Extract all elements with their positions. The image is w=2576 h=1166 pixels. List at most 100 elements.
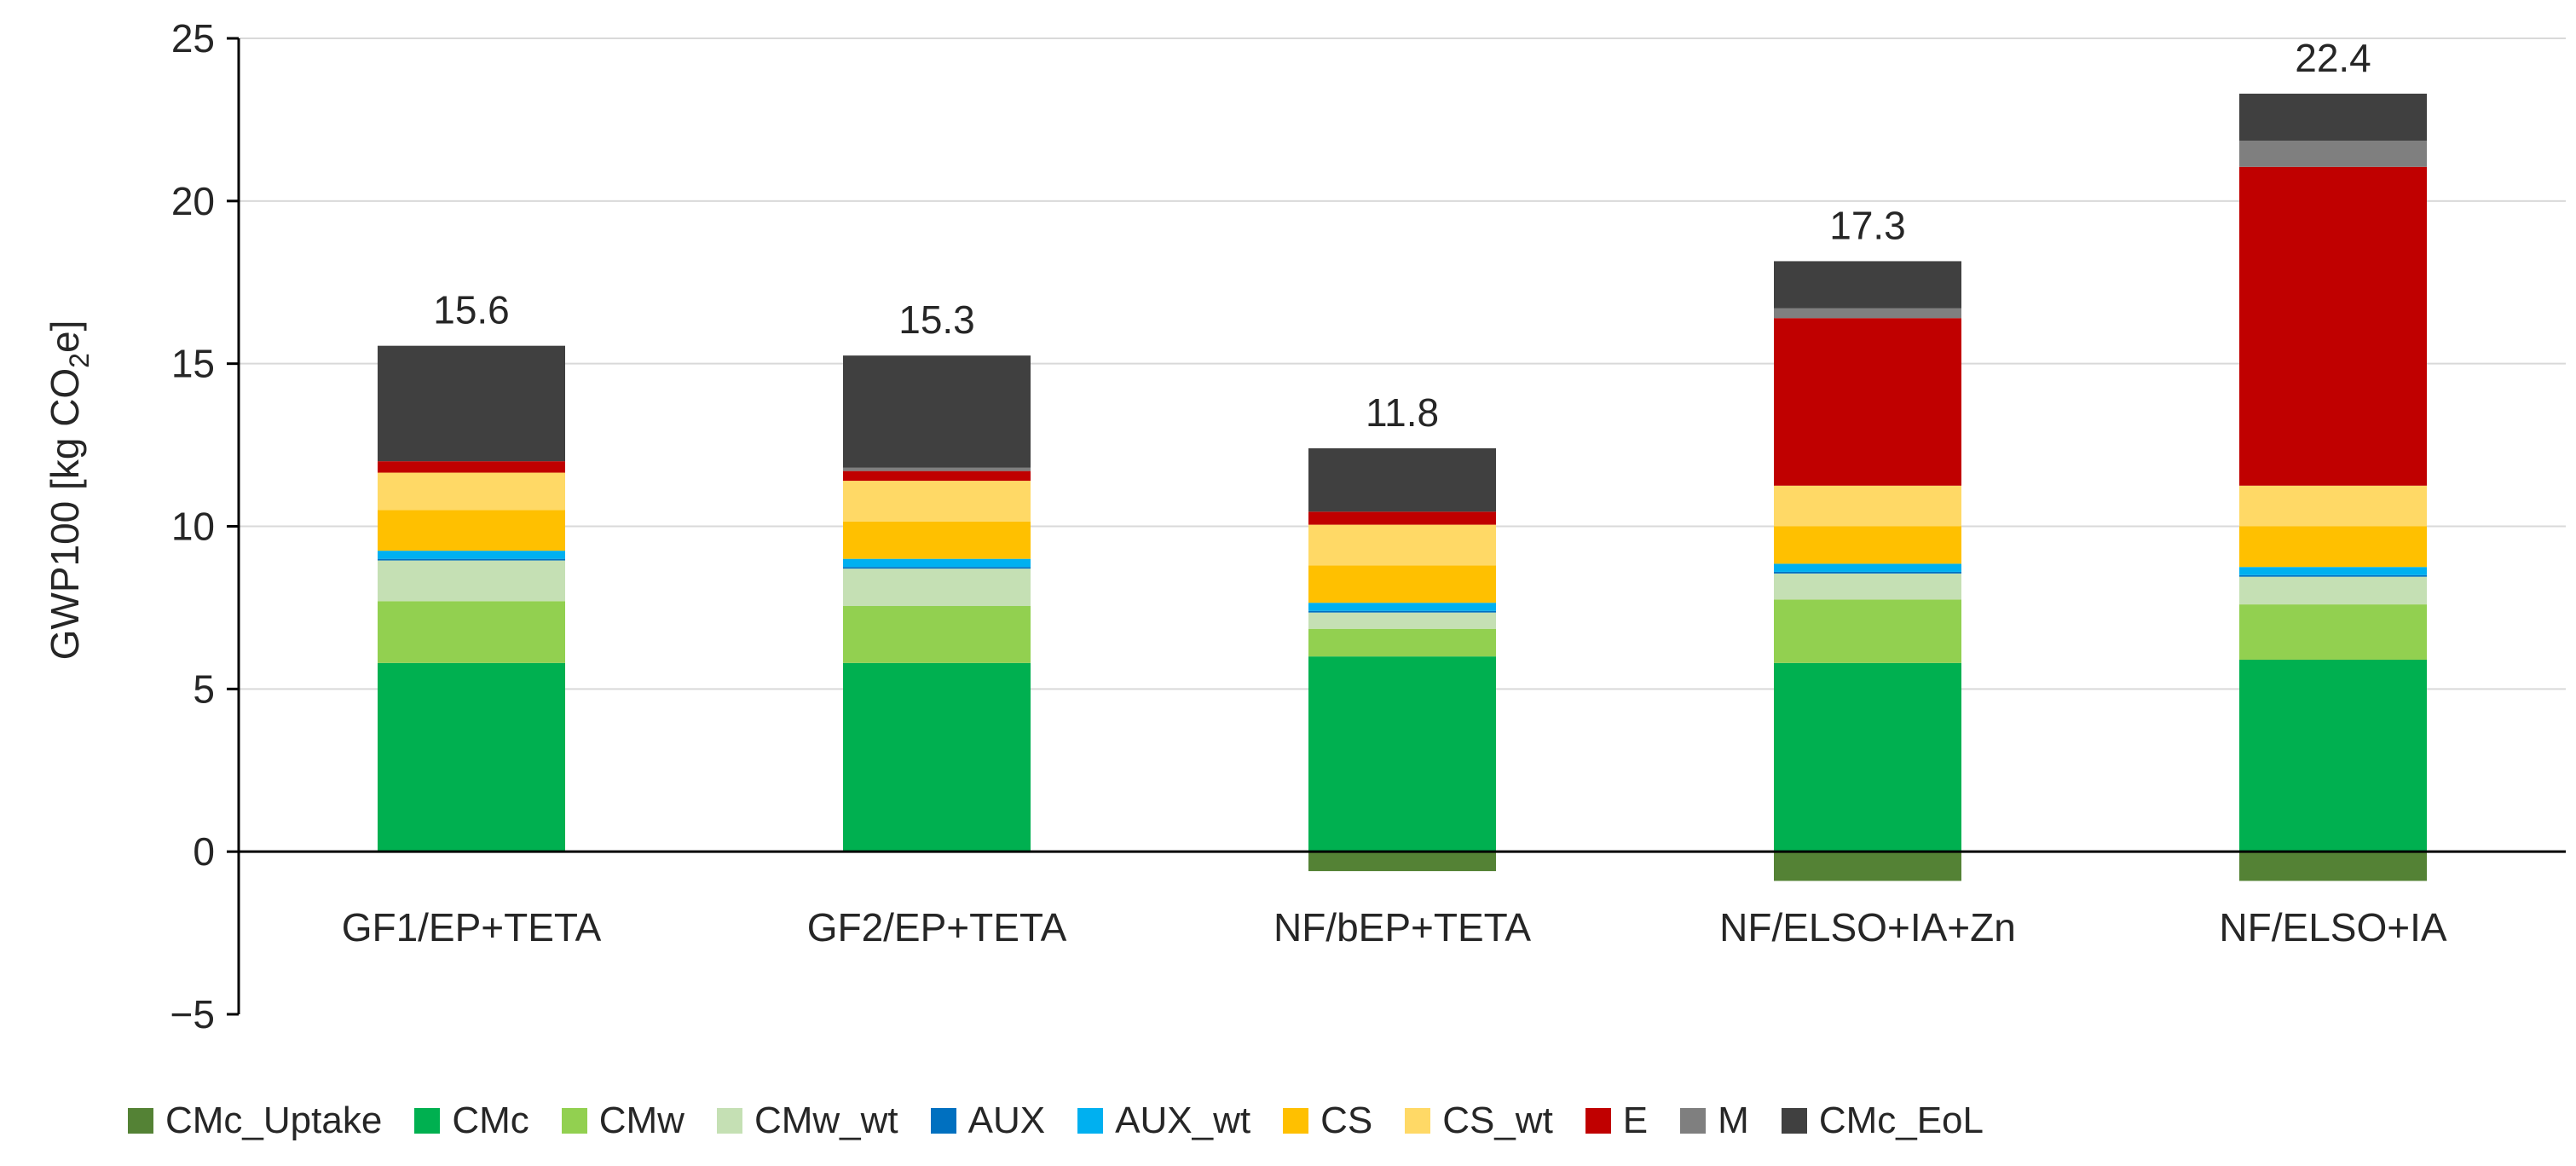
bar-segment-cmc-eol xyxy=(843,355,1031,468)
y-tick-label: 5 xyxy=(193,667,215,711)
bar-segment-aux xyxy=(843,567,1031,569)
bar-segment-cs xyxy=(1774,526,1961,564)
y-axis-label-main: GWP100 [kg CO xyxy=(43,368,87,661)
bar-segment-cmc-eol xyxy=(1774,261,1961,309)
category-labels: GF1/EP+TETA GF2/EP+TETA NF/bEP+TETA NF/ELSO… xyxy=(342,905,2447,950)
legend-item-cs: CS xyxy=(1283,1100,1372,1142)
legend-item-cs-wt: CS_wt xyxy=(1405,1100,1553,1142)
y-tick-labels: 25 20 15 10 5 0 −5 xyxy=(170,16,215,1036)
bar-segment-aux-wt xyxy=(378,551,565,559)
bar-segment-cs-wt xyxy=(2239,485,2427,527)
y-axis-label-subscript: 2 xyxy=(64,353,95,368)
legend-item-e: E xyxy=(1585,1100,1648,1142)
legend-label: M xyxy=(1718,1100,1749,1141)
category-label: NF/ELSO+IA+Zn xyxy=(1719,905,2016,950)
legend-swatch xyxy=(930,1108,956,1134)
legend-label: E xyxy=(1622,1100,1649,1141)
legend-item-cmw: CMw xyxy=(561,1100,684,1142)
bar-segment-m xyxy=(843,467,1031,471)
bar-segment-cmw xyxy=(1308,628,1496,657)
bar-segment-cmc xyxy=(843,662,1031,852)
bar-segment-cs xyxy=(1308,565,1496,603)
bar-segment-e xyxy=(1308,511,1496,525)
bar-segment-aux xyxy=(378,558,565,561)
legend: CMc_Uptake CMc CMw CMw_wt AUX AUX_wt CS CS_wt E M… xyxy=(128,1091,2498,1151)
bar-segment-cmw xyxy=(2239,604,2427,660)
bar-segment-cs xyxy=(378,510,565,551)
y-tick-label: 20 xyxy=(171,179,215,223)
bar-segment-cmw-wt xyxy=(1308,612,1496,629)
bar-segment-cmw xyxy=(1774,599,1961,663)
y-axis-label: GWP100 [kg CO2e] xyxy=(43,320,95,661)
bar-segment-cmw xyxy=(378,601,565,663)
bar-segment-cmc xyxy=(2239,659,2427,852)
bar-segment-cmc-eol xyxy=(1308,447,1496,512)
legend-swatch xyxy=(1585,1108,1611,1134)
legend-swatch xyxy=(1283,1108,1309,1134)
bar-segment-cmc xyxy=(1308,656,1496,852)
total-label: 22.4 xyxy=(2295,36,2371,80)
bar-segment-aux xyxy=(2239,574,2427,577)
legend-label: CS_wt xyxy=(1442,1100,1553,1141)
category-label: NF/bEP+TETA xyxy=(1274,905,1531,950)
legend-label: CMc_EoL xyxy=(1818,1100,1984,1141)
bar-segment-cs xyxy=(2239,526,2427,568)
y-tick-label: −5 xyxy=(170,992,215,1036)
category-label: GF2/EP+TETA xyxy=(807,905,1067,950)
bar-segment-cs-wt xyxy=(1308,524,1496,566)
y-axis-label-rest: e] xyxy=(43,320,87,353)
stacked-bar-chart: 25 20 15 10 5 0 −5 GF1/EP+TETA GF2/EP+TETA NF/bE… xyxy=(43,16,2566,1036)
total-label: 11.8 xyxy=(1366,390,1439,435)
total-label: 17.3 xyxy=(1829,203,1906,247)
bar-segment-cs xyxy=(843,521,1031,559)
total-label: 15.3 xyxy=(898,297,975,342)
legend-item-m: M xyxy=(1680,1100,1749,1142)
legend-item-cmc-eol: CMc_EoL xyxy=(1781,1100,1984,1142)
legend-swatch xyxy=(1781,1108,1807,1134)
category-label: GF1/EP+TETA xyxy=(342,905,602,950)
bar-segment-aux-wt xyxy=(1308,603,1496,611)
legend-label: AUX_wt xyxy=(1115,1100,1251,1141)
legend-item-cmc: CMc xyxy=(414,1100,529,1142)
legend-swatch xyxy=(128,1108,153,1134)
legend-label: AUX xyxy=(967,1100,1046,1141)
legend-swatch xyxy=(561,1108,587,1134)
bar-segment-cs-wt xyxy=(378,472,565,511)
y-tick-label: 15 xyxy=(171,342,215,386)
bar-segment-cmw-wt xyxy=(2239,576,2427,605)
bar-segment-cs-wt xyxy=(843,481,1031,522)
category-label: NF/ELSO+IA xyxy=(2219,905,2446,950)
bar-segment-aux xyxy=(1308,610,1496,613)
legend-swatch xyxy=(1680,1108,1707,1134)
bar-segment-cmc-eol xyxy=(2239,93,2427,141)
bar-segment-cmc-uptake xyxy=(2239,851,2427,881)
legend-item-aux: AUX xyxy=(930,1100,1046,1142)
bar-segment-cmw xyxy=(843,606,1031,663)
bar-segment-e xyxy=(2239,166,2427,486)
legend-label: CMc_Uptake xyxy=(165,1100,383,1141)
legend-item-cmc-uptake: CMc_Uptake xyxy=(128,1100,382,1142)
y-tick-label: 0 xyxy=(193,829,215,874)
legend-item-aux-wt: AUX_wt xyxy=(1077,1100,1250,1142)
bar-segment-m xyxy=(2239,141,2427,167)
bar-segment-cmc xyxy=(1774,662,1961,852)
total-labels: 15.6 15.3 11.8 17.3 22.4 xyxy=(433,36,2371,435)
legend-swatch xyxy=(414,1108,441,1134)
bar-segment-m xyxy=(1774,308,1961,319)
bar-segment-cmc xyxy=(378,662,565,852)
y-tick-label: 10 xyxy=(171,505,215,549)
bar-segment-e xyxy=(378,461,565,473)
total-label: 15.6 xyxy=(433,288,510,332)
axes xyxy=(227,37,2566,1016)
legend-item-cmw-wt: CMw_wt xyxy=(716,1100,898,1142)
y-tick-label: 25 xyxy=(171,16,215,61)
bar-segment-cmc-uptake xyxy=(1774,851,1961,881)
bar-segment-cmw-wt xyxy=(1774,573,1961,600)
legend-label: CS xyxy=(1320,1100,1373,1141)
bar-segment-aux-wt xyxy=(843,558,1031,568)
legend-label: CMc xyxy=(452,1100,529,1141)
bar-segment-e xyxy=(843,470,1031,482)
bar-segment-cmc-uptake xyxy=(1308,851,1496,872)
legend-label: CMw_wt xyxy=(754,1100,898,1141)
bar-segment-e xyxy=(1774,318,1961,486)
